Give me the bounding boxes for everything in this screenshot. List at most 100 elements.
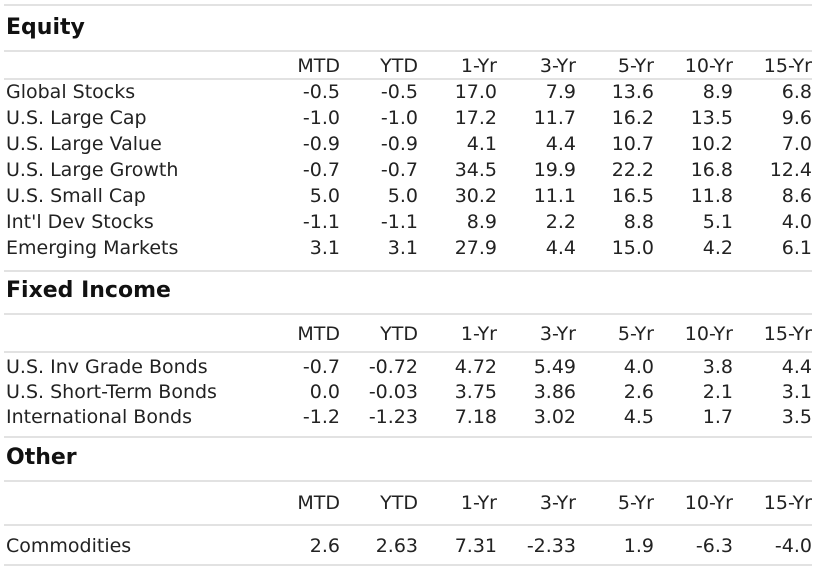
col-header-1yr: 1-Yr: [460, 492, 497, 514]
col-header-10yr: 10-Yr: [684, 323, 733, 345]
col-header-1yr: 1-Yr: [460, 55, 497, 77]
table-row: U.S. Large Growth -0.7 -0.7 34.5 19.9 22.2 16.…: [0, 157, 818, 183]
divider: [4, 564, 812, 566]
table-cell: 8.9: [466, 211, 497, 233]
table-cell: 13.5: [690, 107, 733, 129]
col-header-ytd: YTD: [380, 492, 418, 514]
table-row: U.S. Inv Grade Bonds -0.7 -0.72 4.72 5.49 4.0…: [0, 354, 818, 380]
table-cell: -0.03: [368, 381, 418, 403]
table-cell: 5.0: [309, 185, 340, 207]
row-label: Global Stocks: [6, 81, 136, 103]
table-cell: 8.6: [781, 185, 812, 207]
table-row: U.S. Small Cap 5.0 5.0 30.2 11.1 16.5 11.8 8.6: [0, 183, 818, 209]
divider: [4, 480, 812, 482]
table-cell: 11.1: [533, 185, 576, 207]
table-cell: -0.7: [302, 356, 340, 378]
table-cell: 4.0: [623, 356, 654, 378]
table-cell: 0.0: [309, 381, 340, 403]
divider: [4, 50, 812, 52]
col-header-10yr: 10-Yr: [684, 55, 733, 77]
table-cell: 5.1: [702, 211, 733, 233]
table-cell: -4.0: [774, 535, 812, 557]
table-cell: 16.8: [690, 159, 733, 181]
table-cell: 4.72: [454, 356, 497, 378]
table-cell: 2.2: [545, 211, 576, 233]
divider: [4, 524, 812, 526]
table-row: Commodities 2.6 2.63 7.31 -2.33 1.9 -6.3 -4.0: [0, 533, 818, 559]
table-cell: 17.2: [454, 107, 497, 129]
table-row: Emerging Markets 3.1 3.1 27.9 4.4 15.0 4.2 6.1: [0, 235, 818, 261]
table-cell: 15.0: [611, 237, 654, 259]
table-cell: 27.9: [454, 237, 497, 259]
divider: [4, 4, 812, 6]
table-cell: -6.3: [695, 535, 733, 557]
table-cell: -1.0: [380, 107, 418, 129]
table-cell: 9.6: [781, 107, 812, 129]
divider: [4, 78, 812, 80]
table-cell: 2.63: [375, 535, 418, 557]
table-cell: 3.1: [781, 381, 812, 403]
row-label: U.S. Large Growth: [6, 159, 179, 181]
table-cell: 30.2: [454, 185, 497, 207]
table-cell: 10.7: [611, 133, 654, 155]
table-cell: 5.49: [533, 356, 576, 378]
table-cell: -0.9: [380, 133, 418, 155]
table-cell: -0.7: [302, 159, 340, 181]
table-cell: -0.5: [380, 81, 418, 103]
table-cell: 3.86: [533, 381, 576, 403]
table-cell: 4.4: [545, 133, 576, 155]
table-cell: 3.02: [533, 406, 576, 428]
col-header-15yr: 15-Yr: [763, 55, 812, 77]
table-row: U.S. Large Cap -1.0 -1.0 17.2 11.7 16.2 13.5 9.…: [0, 105, 818, 131]
table-cell: 7.9: [545, 81, 576, 103]
table-cell: -0.5: [302, 81, 340, 103]
col-header-mtd: MTD: [297, 492, 340, 514]
table-cell: 2.6: [309, 535, 340, 557]
table-cell: 4.5: [623, 406, 654, 428]
row-label: Int'l Dev Stocks: [6, 211, 154, 233]
table-cell: 19.9: [533, 159, 576, 181]
table-cell: 22.2: [611, 159, 654, 181]
col-header-mtd: MTD: [297, 323, 340, 345]
table-cell: 4.0: [781, 211, 812, 233]
col-header-3yr: 3-Yr: [539, 55, 576, 77]
divider: [4, 351, 812, 353]
row-label: U.S. Short-Term Bonds: [6, 381, 217, 403]
table-cell: 3.75: [454, 381, 497, 403]
divider: [4, 270, 812, 272]
col-header-mtd: MTD: [297, 55, 340, 77]
row-label: International Bonds: [6, 406, 192, 428]
table-cell: 5.0: [387, 185, 418, 207]
row-label: U.S. Large Value: [6, 133, 162, 155]
section-title-fixed-income: Fixed Income: [6, 278, 171, 303]
col-header-3yr: 3-Yr: [539, 492, 576, 514]
row-label: Emerging Markets: [6, 237, 179, 259]
col-header-1yr: 1-Yr: [460, 323, 497, 345]
table-row: U.S. Large Value -0.9 -0.9 4.1 4.4 10.7 10.2 7.…: [0, 131, 818, 157]
col-header-5yr: 5-Yr: [617, 55, 654, 77]
table-cell: 10.2: [690, 133, 733, 155]
table-cell: 13.6: [611, 81, 654, 103]
table-cell: -1.2: [302, 406, 340, 428]
section-title-equity: Equity: [6, 15, 85, 40]
header-row-equity: MTD YTD 1-Yr 3-Yr 5-Yr 10-Yr 15-Yr: [0, 53, 818, 79]
col-header-ytd: YTD: [380, 323, 418, 345]
table-cell: 2.6: [623, 381, 654, 403]
table-cell: 7.18: [454, 406, 497, 428]
header-row-fixed-income: MTD YTD 1-Yr 3-Yr 5-Yr 10-Yr 15-Yr: [0, 321, 818, 347]
table-cell: 16.2: [611, 107, 654, 129]
table-row: U.S. Short-Term Bonds 0.0 -0.03 3.75 3.86 2.6…: [0, 379, 818, 405]
table-cell: -1.23: [368, 406, 418, 428]
table-cell: 11.7: [533, 107, 576, 129]
table-cell: 8.9: [702, 81, 733, 103]
table-row: Global Stocks -0.5 -0.5 17.0 7.9 13.6 8.9 6.8: [0, 79, 818, 105]
table-cell: -0.7: [380, 159, 418, 181]
section-title-other: Other: [6, 445, 77, 470]
table-cell: -2.33: [526, 535, 576, 557]
col-header-5yr: 5-Yr: [617, 323, 654, 345]
table-cell: 6.1: [781, 237, 812, 259]
table-cell: 8.8: [623, 211, 654, 233]
table-cell: 7.0: [781, 133, 812, 155]
table-cell: 3.1: [387, 237, 418, 259]
